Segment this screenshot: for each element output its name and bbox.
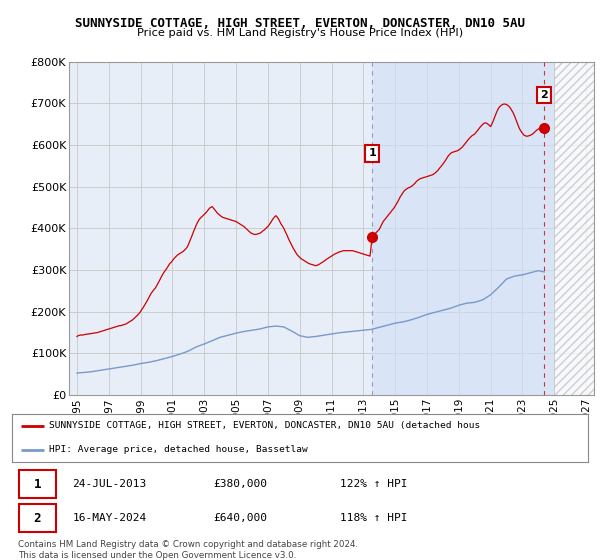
Text: Contains HM Land Registry data © Crown copyright and database right 2024.
This d: Contains HM Land Registry data © Crown c… — [18, 540, 358, 560]
FancyBboxPatch shape — [19, 504, 56, 532]
FancyBboxPatch shape — [19, 470, 56, 498]
Text: £380,000: £380,000 — [214, 479, 268, 489]
Text: 2: 2 — [541, 90, 548, 100]
Bar — [554, 62, 594, 395]
Text: 16-MAY-2024: 16-MAY-2024 — [73, 513, 147, 523]
Text: 122% ↑ HPI: 122% ↑ HPI — [340, 479, 408, 489]
Text: 118% ↑ HPI: 118% ↑ HPI — [340, 513, 408, 523]
Text: 1: 1 — [34, 478, 41, 491]
Bar — [372, 62, 554, 395]
Text: SUNNYSIDE COTTAGE, HIGH STREET, EVERTON, DONCASTER, DN10 5AU (detached hous: SUNNYSIDE COTTAGE, HIGH STREET, EVERTON,… — [49, 421, 481, 430]
Text: 2: 2 — [34, 511, 41, 525]
Text: HPI: Average price, detached house, Bassetlaw: HPI: Average price, detached house, Bass… — [49, 445, 308, 454]
Text: 1: 1 — [368, 148, 376, 158]
Text: Price paid vs. HM Land Registry's House Price Index (HPI): Price paid vs. HM Land Registry's House … — [137, 28, 463, 38]
Text: SUNNYSIDE COTTAGE, HIGH STREET, EVERTON, DONCASTER, DN10 5AU: SUNNYSIDE COTTAGE, HIGH STREET, EVERTON,… — [75, 17, 525, 30]
Text: 24-JUL-2013: 24-JUL-2013 — [73, 479, 147, 489]
Text: £640,000: £640,000 — [214, 513, 268, 523]
